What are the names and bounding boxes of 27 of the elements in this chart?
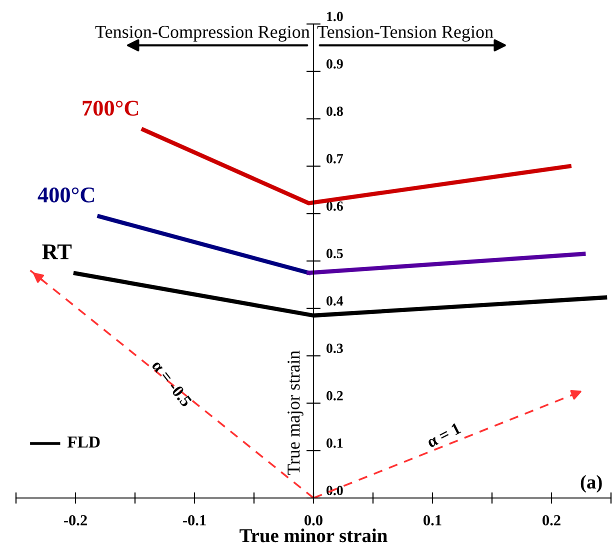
- x-tick-label: 0.1: [424, 515, 442, 526]
- y-tick-label: 0.8: [326, 106, 343, 116]
- y-tick-label: 0.1: [326, 438, 343, 448]
- y-axis-title: True major strain: [288, 350, 304, 475]
- y-tick-label: 0.4: [326, 296, 344, 306]
- y-tick-label: 0.0: [326, 486, 343, 496]
- x-tick-label: -0.1: [182, 515, 206, 526]
- y-tick-label: 1.0: [327, 12, 343, 22]
- y-tick-label: 0.9: [326, 59, 343, 69]
- annotation: FLD: [67, 436, 100, 448]
- series-label: RT: [42, 244, 72, 260]
- series-label: 400°C: [38, 187, 94, 202]
- y-tick-label: 0.6: [326, 201, 343, 211]
- y-tick-label: 0.5: [326, 248, 343, 258]
- x-axis-title: True minor strain: [240, 528, 388, 542]
- y-tick-label: 0.3: [326, 344, 343, 354]
- x-tick-label: -0.2: [64, 515, 87, 526]
- series-label: 700°C: [82, 100, 138, 116]
- annotation: Tension-Compression Region: [95, 26, 310, 42]
- x-tick-label: 0.2: [542, 515, 560, 526]
- annotation: α = -0.5: [151, 359, 192, 408]
- x-tick-label: 0.0: [304, 515, 322, 526]
- annotation: α = 1: [426, 422, 462, 448]
- y-tick-label: 0.7: [326, 154, 344, 164]
- annotation: (a): [580, 474, 602, 493]
- y-tick-label: 0.2: [326, 391, 343, 400]
- annotation: Tension-Tension Region: [317, 26, 494, 42]
